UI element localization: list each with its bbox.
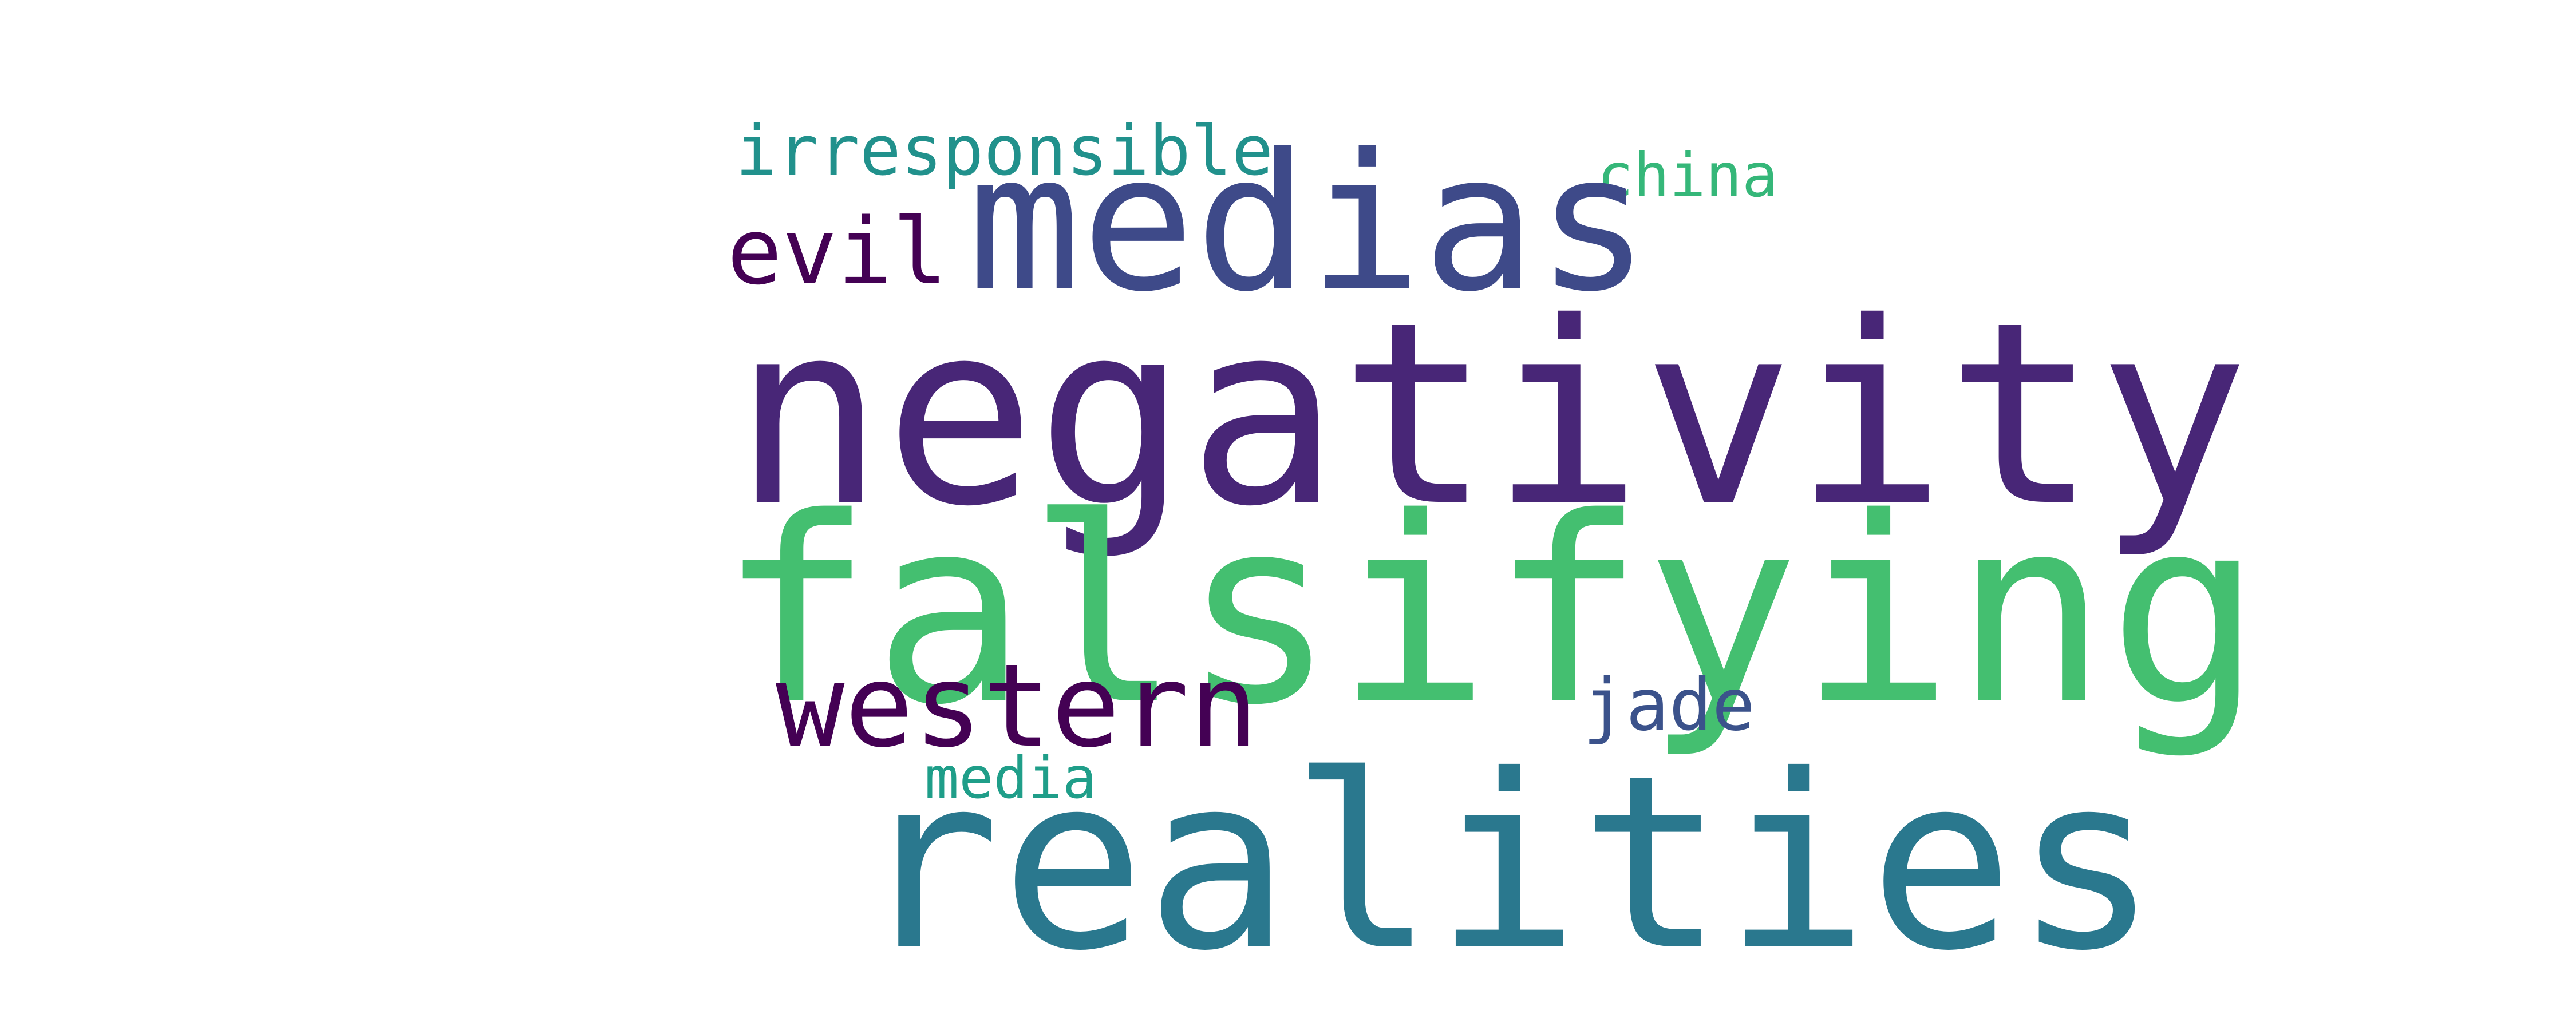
word-china: china <box>1597 141 1779 211</box>
word-irresponsible: irresponsible <box>736 112 1274 191</box>
word-medias: medias <box>967 113 1650 333</box>
word-jade: jade <box>1583 664 1756 747</box>
word-western: western <box>776 640 1258 773</box>
word-media: media <box>924 744 1097 811</box>
word-realities: realities <box>856 724 2159 1004</box>
word-negativity: negativity <box>733 268 2250 561</box>
word-falsifying: falsifying <box>718 462 2263 761</box>
word-evil: evil <box>727 198 948 305</box>
